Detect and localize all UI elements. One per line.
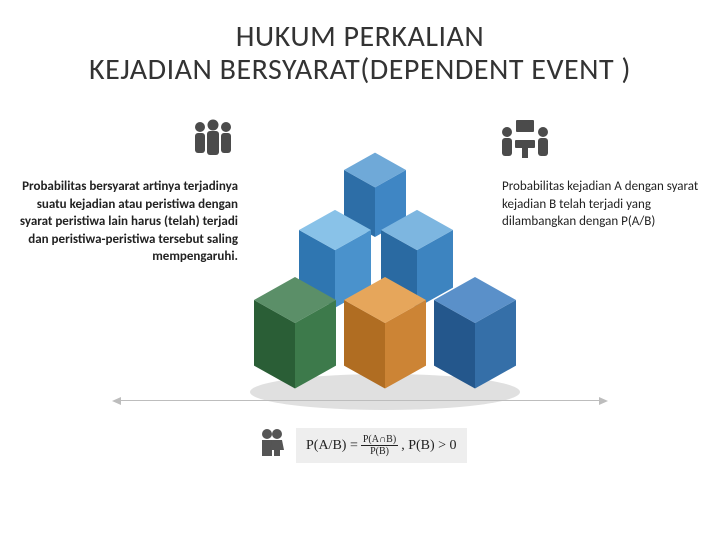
formula-fraction: P(A∩B) P(B) xyxy=(361,434,398,457)
isometric-cubes-graphic xyxy=(235,130,485,410)
couple-icon xyxy=(258,428,286,463)
formula-box: P(A/B) = P(A∩B) P(B) , P(B) > 0 xyxy=(296,428,467,463)
title-line-1: HUKUM PERKALIAN xyxy=(0,20,720,53)
title-line-2: KEJADIAN BERSYARAT(DEPENDENT EVENT ) xyxy=(0,53,720,86)
platform-arrow-left-icon xyxy=(112,397,121,405)
title-block: HUKUM PERKALIAN KEJADIAN BERSYARAT(DEPEN… xyxy=(0,0,720,86)
platform-arrow-right-icon xyxy=(599,397,608,405)
left-paragraph: Probabilitas bersyarat artinya terjadiny… xyxy=(18,178,238,266)
formula-block: P(A/B) = P(A∩B) P(B) , P(B) > 0 xyxy=(258,428,467,463)
platform-line xyxy=(120,400,600,401)
formula-condition: , P(B) > 0 xyxy=(401,438,456,454)
group-people-icon xyxy=(190,118,236,163)
formula-denominator: P(B) xyxy=(368,446,391,457)
formula-lhs: P(A/B) = xyxy=(306,438,358,454)
formula-numerator: P(A∩B) xyxy=(361,434,398,446)
